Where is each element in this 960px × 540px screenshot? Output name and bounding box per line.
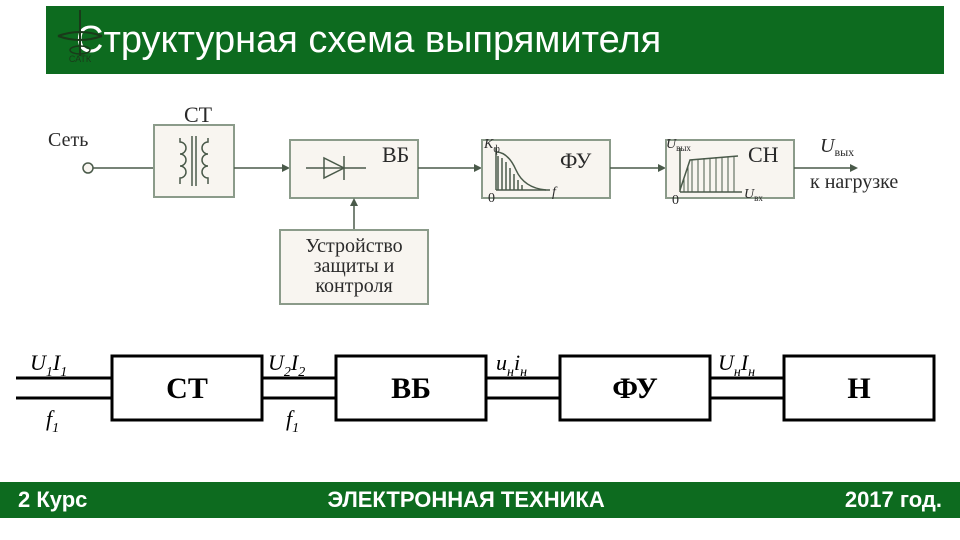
slide-footer: 2 Курс ЭЛЕКТРОННАЯ ТЕХНИКА 2017 год. xyxy=(0,482,960,518)
footer-year: 2017 год. xyxy=(845,487,942,513)
svg-text:f1: f1 xyxy=(286,406,299,436)
top-diagram: Сеть СТ ВБ xyxy=(48,102,898,304)
output-u-label: Uвых xyxy=(820,135,854,159)
svg-text:Н: Н xyxy=(847,372,870,405)
svg-text:СТ: СТ xyxy=(166,372,208,405)
output-load-label: к нагрузке xyxy=(810,171,898,193)
wire-pair-2: uнiн xyxy=(486,350,560,398)
footer-course: 2 Курс xyxy=(18,487,87,513)
block-vb: ВБ xyxy=(290,140,418,198)
wire-pair-1: U2I2 f1 xyxy=(262,350,336,436)
svg-text:f1: f1 xyxy=(46,406,59,436)
input-label: Сеть xyxy=(48,129,88,151)
slide-title: Структурная схема выпрямителя xyxy=(76,19,661,62)
arrow xyxy=(610,164,666,172)
block-sn: СН Uвых 0 xyxy=(666,137,794,208)
svg-text:СН: СН xyxy=(748,142,779,167)
slide-header: Структурная схема выпрямителя xyxy=(46,6,944,74)
arrow xyxy=(234,164,290,172)
institution-logo-icon: САТК xyxy=(50,6,110,66)
svg-text:контроля: контроля xyxy=(315,275,392,297)
svg-text:U2I2: U2I2 xyxy=(268,350,305,380)
footer-subject: ЭЛЕКТРОННАЯ ТЕХНИКА xyxy=(328,487,605,513)
svg-text:защиты и: защиты и xyxy=(314,255,395,277)
svg-text:0: 0 xyxy=(488,191,495,206)
svg-text:СТ: СТ xyxy=(184,102,213,127)
svg-text:ВБ: ВБ xyxy=(391,372,431,405)
diagram-area: Сеть СТ ВБ xyxy=(10,100,950,470)
svg-text:САТК: САТК xyxy=(69,54,92,64)
block-protection: Устройство защиты и контроля xyxy=(280,198,428,304)
svg-text:ВБ: ВБ xyxy=(382,142,409,167)
svg-text:ФУ: ФУ xyxy=(612,372,658,405)
svg-text:uнiн: uнiн xyxy=(496,350,527,380)
block-ct: СТ xyxy=(154,102,234,197)
svg-text:ФУ: ФУ xyxy=(560,148,592,173)
svg-text:0: 0 xyxy=(672,193,679,208)
svg-text:UнIн: UнIн xyxy=(718,350,755,380)
block-fu: ФУ Kф 0 f xyxy=(482,137,610,206)
wire-pair-0: U1I1 f1 xyxy=(16,350,112,436)
svg-text:U1I1: U1I1 xyxy=(30,350,67,380)
svg-text:Устройство: Устройство xyxy=(305,235,402,257)
arrow xyxy=(418,164,482,172)
wire-pair-3: UнIн xyxy=(710,350,784,398)
rectifier-block-diagram: Сеть СТ ВБ xyxy=(10,100,950,470)
bottom-diagram: U1I1 f1 СТ U2I2 f1 ВБ uнiн ФУ UнIн xyxy=(16,350,934,436)
input-terminal-icon xyxy=(83,163,93,173)
